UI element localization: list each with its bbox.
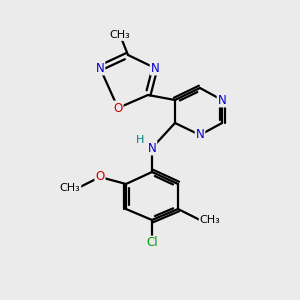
Text: CH₃: CH₃ xyxy=(110,30,130,40)
Text: N: N xyxy=(96,61,104,74)
Text: N: N xyxy=(151,61,159,74)
Text: O: O xyxy=(113,101,123,115)
Text: Cl: Cl xyxy=(146,236,158,250)
Text: N: N xyxy=(148,142,156,154)
Text: N: N xyxy=(196,128,204,142)
Text: N: N xyxy=(218,94,226,106)
Text: CH₃: CH₃ xyxy=(200,215,220,225)
Text: H: H xyxy=(136,135,144,145)
Text: CH₃: CH₃ xyxy=(60,183,80,193)
Text: O: O xyxy=(95,170,105,184)
